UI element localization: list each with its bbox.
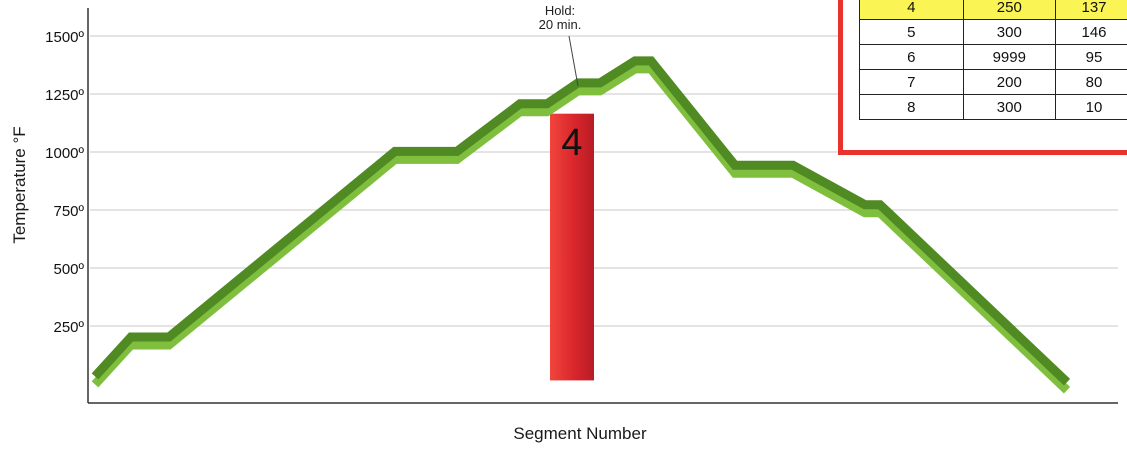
table-cell: 9999 bbox=[962, 44, 1057, 70]
table-cell: 200 bbox=[962, 69, 1057, 95]
y-tick-label: 500º bbox=[53, 261, 84, 278]
table-cell: 8 bbox=[859, 94, 964, 120]
segment-highlight-bar bbox=[550, 113, 594, 381]
table-cell: 4 bbox=[859, 0, 964, 20]
table-cell: 7 bbox=[859, 69, 964, 95]
program-table-panel: 4 250 137 5 300 146 6 9999 95 7 200 80 8 300 10 bbox=[838, 0, 1127, 155]
table-cell: 10 bbox=[1055, 94, 1127, 120]
y-tick-label: 1000º bbox=[45, 145, 84, 162]
table-cell: 5 bbox=[859, 19, 964, 45]
y-tick-label: 1500º bbox=[45, 29, 84, 46]
profile-line-dark bbox=[91, 56, 1071, 386]
table-row: 7 200 80 bbox=[859, 69, 1127, 95]
table-cell: 300 bbox=[962, 94, 1057, 120]
table-row: 6 9999 95 bbox=[859, 44, 1127, 70]
table-cell: 300 bbox=[962, 19, 1057, 45]
y-tick-label: 1250º bbox=[45, 87, 84, 104]
segment-bar-4 bbox=[550, 113, 594, 381]
hold-annotation-line2: 20 min. bbox=[538, 17, 582, 32]
table-row: 5 300 146 bbox=[859, 19, 1127, 45]
table-row: 4 250 137 bbox=[859, 0, 1127, 20]
table-cell: 137 bbox=[1055, 0, 1127, 20]
table-cell: 250 bbox=[962, 0, 1057, 20]
chart-axes bbox=[87, 8, 1118, 404]
table-cell: 95 bbox=[1055, 44, 1127, 70]
table-cell: 6 bbox=[859, 44, 964, 70]
x-axis-label: Segment Number bbox=[513, 424, 647, 443]
table-cell: 146 bbox=[1055, 19, 1127, 45]
profile-line-light bbox=[91, 64, 1071, 394]
y-tick-label: 250º bbox=[53, 319, 84, 336]
y-tick-labels: 250º 500º 750º 1000º 1250º 1500º bbox=[45, 29, 84, 336]
segment-bar-label: 4 bbox=[561, 122, 583, 164]
program-table: 4 250 137 5 300 146 6 9999 95 7 200 80 8 300 10 bbox=[859, 0, 1127, 120]
firing-profile-line bbox=[91, 56, 1071, 394]
hold-leader-line bbox=[568, 35, 579, 87]
y-axis-label: Temperature °F bbox=[10, 126, 29, 244]
y-tick-label: 750º bbox=[53, 203, 84, 220]
hold-annotation-line1: Hold: bbox=[544, 3, 576, 18]
hold-annotation: Hold: 20 min. bbox=[520, 4, 600, 32]
table-cell: 80 bbox=[1055, 69, 1127, 95]
table-row: 8 300 10 bbox=[859, 94, 1127, 120]
